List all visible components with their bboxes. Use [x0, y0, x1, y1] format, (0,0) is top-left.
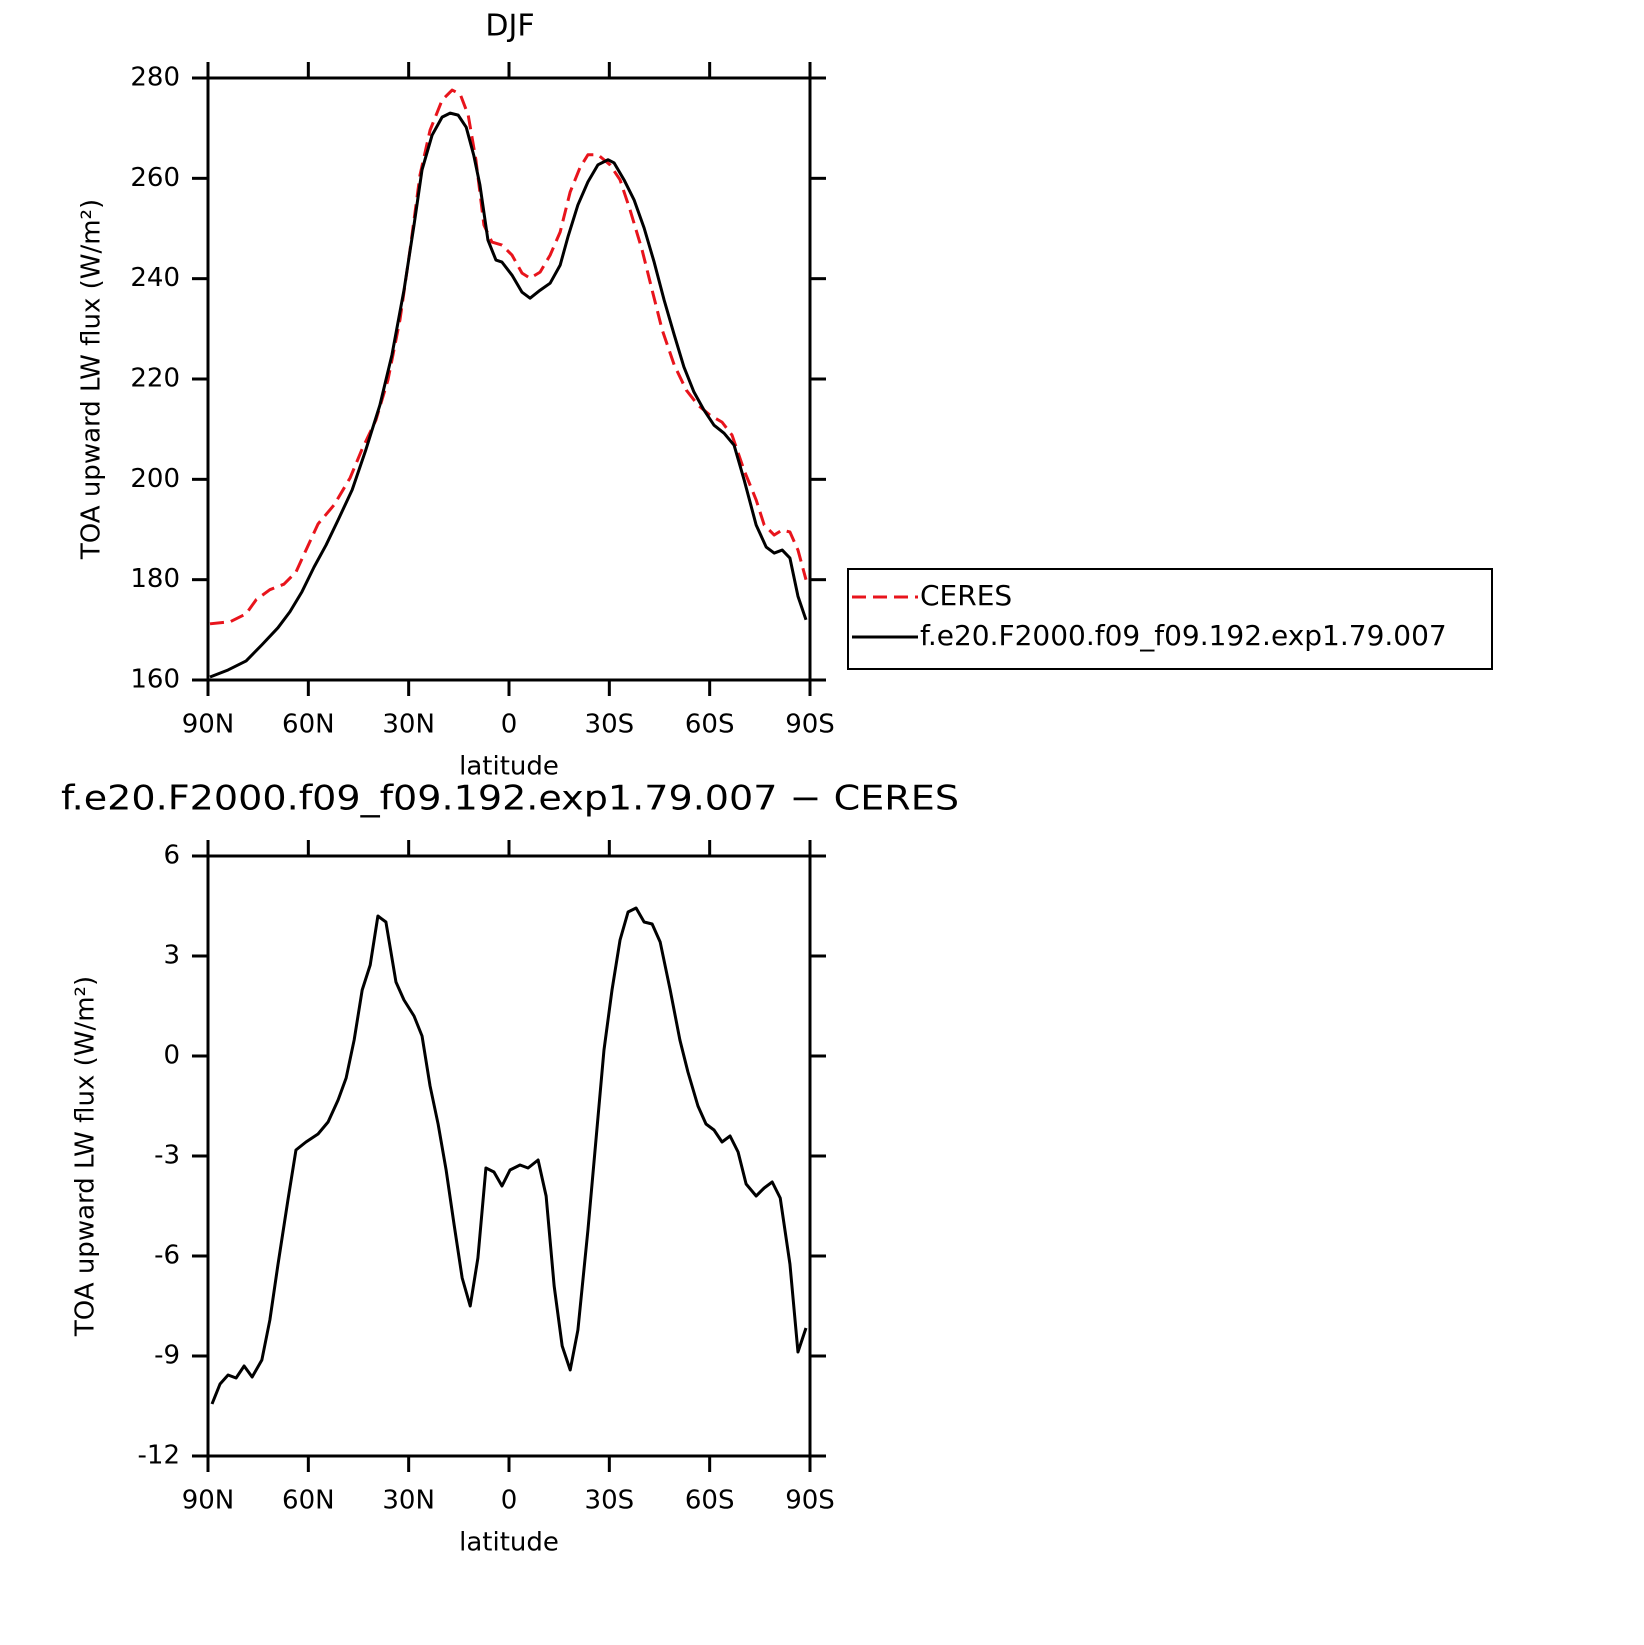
x-tick-label: 0	[501, 1486, 518, 1516]
x-tick-label: 90S	[785, 1486, 835, 1516]
y-tick-label: -6	[154, 1241, 180, 1271]
x-axis-label: latitude	[459, 752, 559, 782]
y-tick-label: 160	[130, 665, 180, 695]
x-tick-label: 0	[501, 710, 518, 740]
x-tick-label: 90N	[182, 710, 235, 740]
y-tick-label: 280	[130, 63, 180, 93]
y-tick-label: 200	[130, 464, 180, 494]
y-tick-label: 260	[130, 163, 180, 193]
y-tick-label: 240	[130, 263, 180, 293]
data-line	[210, 906, 808, 1405]
plot-frame	[206, 854, 812, 1458]
chart-title: f.e20.F2000.f09_f09.192.exp1.79.007 − CE…	[61, 779, 959, 819]
y-tick-label: -9	[154, 1341, 180, 1371]
x-tick-label: 30N	[382, 710, 435, 740]
x-tick-label: 60S	[685, 1486, 735, 1516]
x-tick-label: 90S	[785, 710, 835, 740]
chart-title: DJF	[485, 9, 534, 44]
x-tick-label: 60N	[282, 1486, 335, 1516]
x-tick-label: 60N	[282, 710, 335, 740]
x-tick-label: 30S	[585, 710, 635, 740]
x-tick-label: 30N	[382, 1486, 435, 1516]
y-tick-label: 180	[130, 564, 180, 594]
legend-label: CERES	[920, 579, 1012, 612]
y-tick-label: 6	[163, 841, 180, 871]
legend-box	[847, 568, 1493, 670]
plot-frame	[206, 76, 812, 682]
x-tick-label: 30S	[585, 1486, 635, 1516]
x-axis-label: latitude	[459, 1528, 559, 1558]
x-tick-label: 60S	[685, 710, 735, 740]
y-tick-label: -12	[138, 1441, 180, 1471]
y-tick-label: 3	[163, 941, 180, 971]
y-tick-label: 0	[163, 1041, 180, 1071]
y-tick-label: -3	[154, 1141, 180, 1171]
data-line	[209, 88, 808, 626]
y-axis-label: TOA upward LW flux (W/m²)	[77, 199, 107, 560]
y-tick-label: 220	[130, 364, 180, 394]
x-tick-label: 90N	[182, 1486, 235, 1516]
y-axis-label: TOA upward LW flux (W/m²)	[71, 976, 101, 1337]
data-line	[209, 111, 808, 679]
legend-label: f.e20.F2000.f09_f09.192.exp1.79.007	[920, 619, 1447, 652]
